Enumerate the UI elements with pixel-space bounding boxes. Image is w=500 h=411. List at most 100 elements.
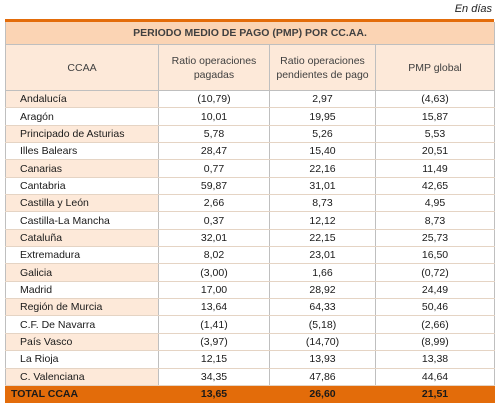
header-ratio-pendientes: Ratio operaciones pendientes de pago	[269, 44, 376, 91]
total-ratio-pagadas: 13,65	[158, 385, 270, 403]
ccaa-name: C. Valenciana	[5, 368, 159, 386]
ccaa-name: Aragón	[5, 107, 159, 126]
ratio-pagadas: 32,01	[158, 229, 270, 248]
total-pmp-global: 21,51	[375, 385, 495, 403]
table-row: Cantabria 59,87 31,01 42,65	[5, 177, 495, 196]
ratio-pagadas: (10,79)	[158, 90, 270, 109]
ratio-pendientes: 23,01	[269, 246, 376, 265]
ratio-pagadas: 34,35	[158, 368, 270, 386]
table-row: C.F. De Navarra (1,41) (5,18) (2,66)	[5, 315, 495, 334]
ratio-pendientes: 13,93	[269, 350, 376, 369]
ccaa-name: Cataluña	[5, 229, 159, 248]
ratio-pendientes: 19,95	[269, 107, 376, 126]
ratio-pendientes: 31,01	[269, 177, 376, 196]
table-row: La Rioja 12,15 13,93 13,38	[5, 350, 495, 369]
ratio-pagadas: 59,87	[158, 177, 270, 196]
table-row: Andalucía (10,79) 2,97 (4,63)	[5, 90, 495, 109]
ccaa-name: Galicia	[5, 263, 159, 282]
ratio-pagadas: 5,78	[158, 125, 270, 144]
unit-note: En días	[454, 3, 492, 15]
ratio-pagadas: 12,15	[158, 350, 270, 369]
ratio-pendientes: 64,33	[269, 298, 376, 317]
ccaa-name: País Vasco	[5, 333, 159, 352]
ccaa-name: Región de Murcia	[5, 298, 159, 317]
ratio-pagadas: (3,97)	[158, 333, 270, 352]
ratio-pendientes: 5,26	[269, 125, 376, 144]
ratio-pendientes: 22,15	[269, 229, 376, 248]
total-row: TOTAL CCAA 13,65 26,60 21,51	[5, 385, 495, 403]
ratio-pendientes: 12,12	[269, 211, 376, 230]
ratio-pendientes: 1,66	[269, 263, 376, 282]
total-label: TOTAL CCAA	[5, 385, 159, 403]
pmp-global: (0,72)	[375, 263, 495, 282]
pmp-global: 11,49	[375, 159, 495, 178]
pmp-global: 16,50	[375, 246, 495, 265]
ratio-pagadas: 2,66	[158, 194, 270, 213]
table-row: Canarias 0,77 22,16 11,49	[5, 159, 495, 178]
pmp-global: (4,63)	[375, 90, 495, 109]
table-title: PERIODO MEDIO DE PAGO (PMP) POR CC.AA.	[5, 22, 495, 45]
ccaa-name: Castilla-La Mancha	[5, 211, 159, 230]
ratio-pagadas: 8,02	[158, 246, 270, 265]
pmp-global: 44,64	[375, 368, 495, 386]
table-row: Principado de Asturias 5,78 5,26 5,53	[5, 125, 495, 144]
ratio-pagadas: 28,47	[158, 142, 270, 161]
pmp-global: (2,66)	[375, 315, 495, 334]
ratio-pendientes: 15,40	[269, 142, 376, 161]
table-row: Región de Murcia 13,64 64,33 50,46	[5, 298, 495, 317]
total-ratio-pendientes: 26,60	[269, 385, 376, 403]
ratio-pendientes: 28,92	[269, 281, 376, 300]
table-row: Madrid 17,00 28,92 24,49	[5, 281, 495, 300]
ratio-pendientes: 2,97	[269, 90, 376, 109]
ratio-pagadas: 0,37	[158, 211, 270, 230]
table-row: C. Valenciana 34,35 47,86 44,64	[5, 368, 495, 386]
header-pmp-global: PMP global	[375, 44, 495, 91]
table-row: Cataluña 32,01 22,15 25,73	[5, 229, 495, 248]
ratio-pendientes: 47,86	[269, 368, 376, 386]
ratio-pagadas: (1,41)	[158, 315, 270, 334]
table-row: País Vasco (3,97) (14,70) (8,99)	[5, 333, 495, 352]
pmp-global: 50,46	[375, 298, 495, 317]
ccaa-name: Castilla y León	[5, 194, 159, 213]
pmp-global: (8,99)	[375, 333, 495, 352]
ratio-pagadas: 10,01	[158, 107, 270, 126]
ccaa-name: Extremadura	[5, 246, 159, 265]
ratio-pendientes: 8,73	[269, 194, 376, 213]
table-row: Illes Balears 28,47 15,40 20,51	[5, 142, 495, 161]
ccaa-name: Cantabria	[5, 177, 159, 196]
header-ccaa: CCAA	[5, 44, 159, 91]
pmp-global: 42,65	[375, 177, 495, 196]
ccaa-name: Andalucía	[5, 90, 159, 109]
table-header-row: CCAA Ratio operaciones pagadas Ratio ope…	[5, 44, 495, 91]
pmp-global: 15,87	[375, 107, 495, 126]
pmp-global: 13,38	[375, 350, 495, 369]
ccaa-name: La Rioja	[5, 350, 159, 369]
table-row: Castilla-La Mancha 0,37 12,12 8,73	[5, 211, 495, 230]
ccaa-name: Canarias	[5, 159, 159, 178]
table-row: Galicia (3,00) 1,66 (0,72)	[5, 263, 495, 282]
ratio-pendientes: (14,70)	[269, 333, 376, 352]
pmp-global: 25,73	[375, 229, 495, 248]
ccaa-name: C.F. De Navarra	[5, 315, 159, 334]
pmp-global: 5,53	[375, 125, 495, 144]
ratio-pagadas: 0,77	[158, 159, 270, 178]
table-title-row: PERIODO MEDIO DE PAGO (PMP) POR CC.AA.	[5, 22, 495, 45]
pmp-global: 24,49	[375, 281, 495, 300]
pmp-global: 20,51	[375, 142, 495, 161]
ccaa-name: Illes Balears	[5, 142, 159, 161]
ccaa-name: Principado de Asturias	[5, 125, 159, 144]
header-ratio-pagadas: Ratio operaciones pagadas	[158, 44, 270, 91]
table-row: Aragón 10,01 19,95 15,87	[5, 107, 495, 126]
pmp-global: 8,73	[375, 211, 495, 230]
ratio-pagadas: 13,64	[158, 298, 270, 317]
pmp-table-container: PERIODO MEDIO DE PAGO (PMP) POR CC.AA. C…	[5, 19, 495, 403]
ratio-pagadas: 17,00	[158, 281, 270, 300]
ratio-pendientes: (5,18)	[269, 315, 376, 334]
pmp-table: PERIODO MEDIO DE PAGO (PMP) POR CC.AA. C…	[5, 22, 495, 403]
ccaa-name: Madrid	[5, 281, 159, 300]
table-row: Extremadura 8,02 23,01 16,50	[5, 246, 495, 265]
ratio-pagadas: (3,00)	[158, 263, 270, 282]
pmp-global: 4,95	[375, 194, 495, 213]
table-body: Andalucía (10,79) 2,97 (4,63) Aragón 10,01 19,…	[5, 90, 495, 386]
ratio-pendientes: 22,16	[269, 159, 376, 178]
